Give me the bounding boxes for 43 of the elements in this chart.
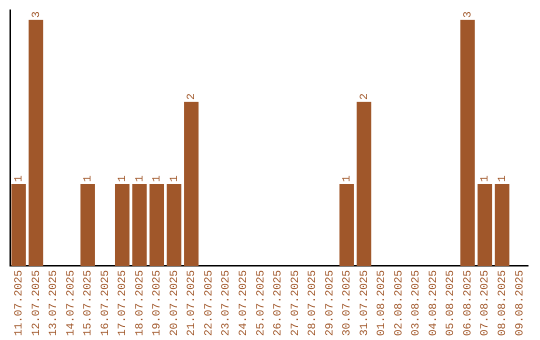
x-tick-label: 07.08.2025 — [480, 270, 492, 336]
x-tick-label: 21.07.2025 — [186, 270, 198, 336]
data-label: 1 — [117, 174, 130, 182]
x-tick-label: 06.08.2025 — [462, 270, 474, 336]
x-tick-label: 01.08.2025 — [376, 270, 388, 336]
x-tick-label: 17.07.2025 — [117, 270, 130, 336]
data-label: 1 — [14, 174, 26, 182]
x-tick-label: 26.07.2025 — [272, 270, 285, 336]
x-tick-label: 19.07.2025 — [152, 270, 164, 336]
x-tick-label: 27.07.2025 — [290, 270, 302, 336]
data-label: 1 — [168, 174, 181, 182]
x-tick-label: 22.07.2025 — [203, 270, 216, 336]
data-label: 1 — [134, 174, 146, 182]
data-label: 3 — [30, 11, 43, 18]
x-tick-label: 12.07.2025 — [30, 270, 43, 336]
x-tick-label: 24.07.2025 — [238, 270, 250, 336]
x-tick-label: 13.07.2025 — [48, 270, 60, 336]
data-label: 1 — [342, 174, 354, 182]
x-tick-label: 28.07.2025 — [307, 270, 320, 336]
data-label: 1 — [480, 174, 492, 182]
data-label: 1 — [497, 174, 510, 182]
data-label: 3 — [462, 11, 474, 18]
x-tick-label: 23.07.2025 — [220, 270, 233, 336]
data-label: 2 — [186, 93, 198, 100]
x-tick-label: 02.08.2025 — [393, 270, 406, 336]
x-tick-label: 08.08.2025 — [497, 270, 510, 336]
data-label: 1 — [82, 174, 95, 182]
x-tick-label: 29.07.2025 — [324, 270, 336, 336]
data-label: 2 — [358, 93, 371, 100]
x-tick-label: 09.08.2025 — [514, 270, 526, 336]
x-tick-label: 16.07.2025 — [100, 270, 112, 336]
x-tick-label: 05.08.2025 — [445, 270, 458, 336]
x-tick-label: 31.07.2025 — [358, 270, 371, 336]
x-tick-label: 15.07.2025 — [82, 270, 95, 336]
x-tick-label: 14.07.2025 — [65, 270, 78, 336]
x-tick-label: 03.08.2025 — [410, 270, 423, 336]
x-tick-label: 11.07.2025 — [14, 270, 26, 336]
x-tick-label: 25.07.2025 — [255, 270, 268, 336]
data-label: 1 — [152, 174, 164, 182]
x-tick-label: 30.07.2025 — [342, 270, 354, 336]
x-tick-label: 04.08.2025 — [428, 270, 440, 336]
x-tick-label: 20.07.2025 — [168, 270, 181, 336]
x-tick-label: 18.07.2025 — [134, 270, 146, 336]
